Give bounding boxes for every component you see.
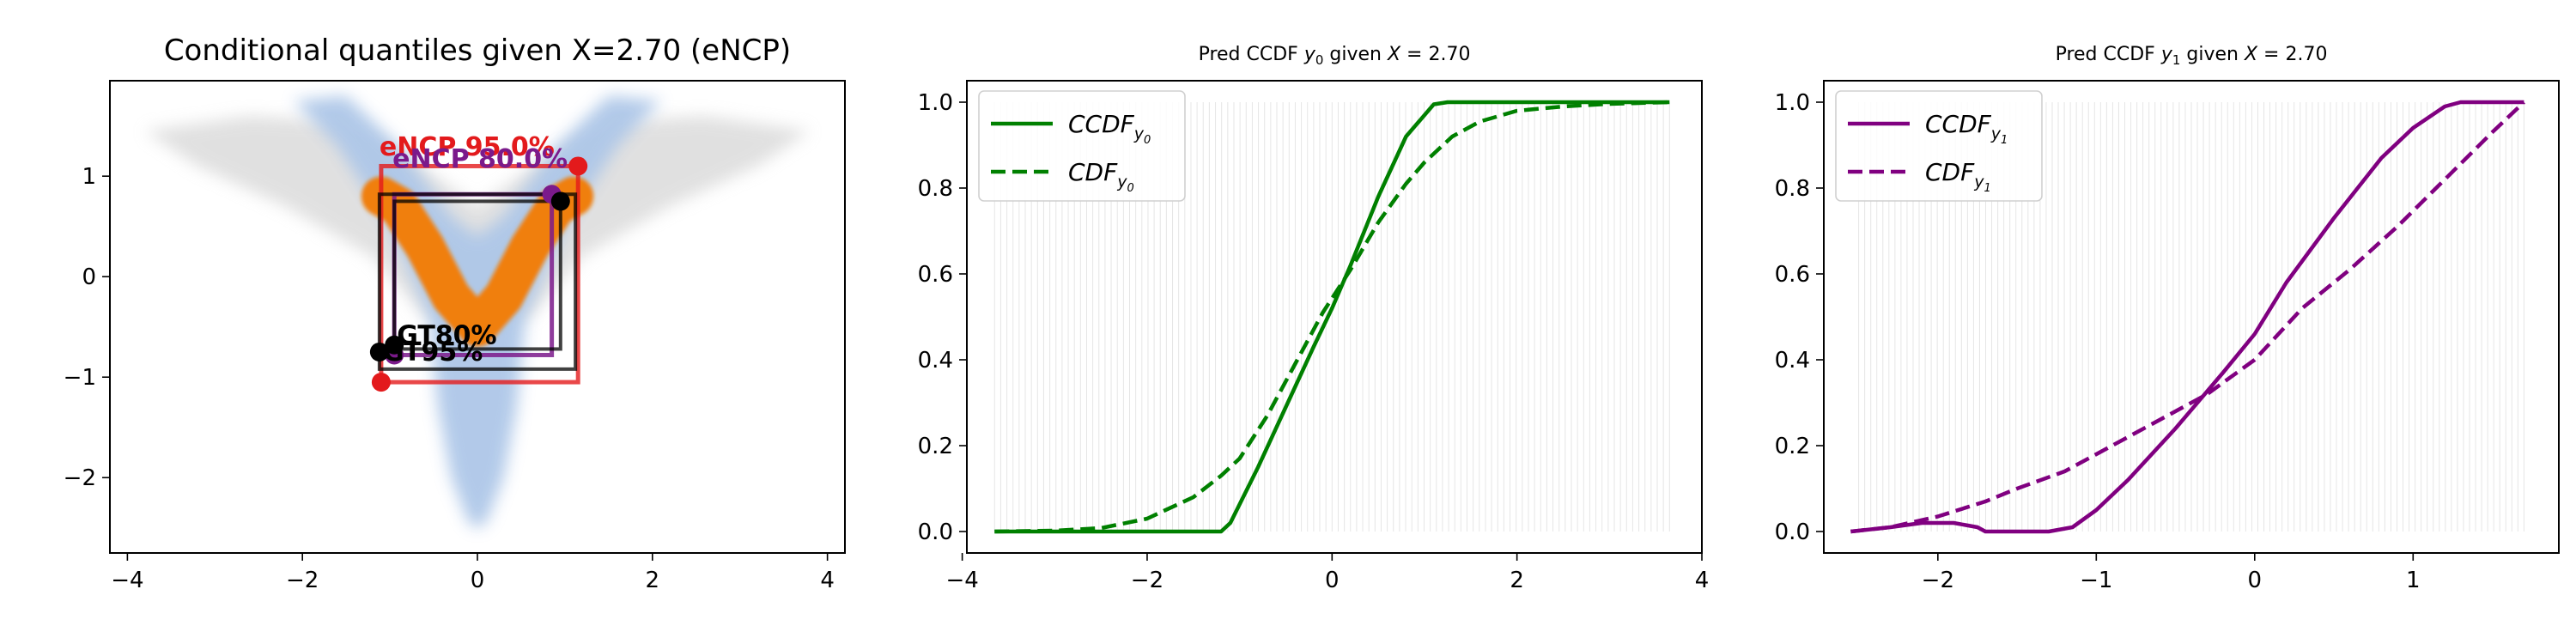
region-labels: eNCP 95.0%eNCP 80.0% GT95%GT80% — [380, 132, 568, 368]
quantile-region — [377, 192, 578, 371]
region-corner-point — [385, 335, 404, 355]
x-tick-label: −4 — [111, 568, 143, 593]
conditional-samples — [361, 176, 594, 347]
scatter-panel: −4 −2 0 2 4 −2 −1 0 1 Conditional quantiles give… — [64, 33, 846, 593]
y-tick-label: 0.2 — [1775, 434, 1810, 459]
x-tick-label: −2 — [1131, 568, 1163, 593]
ccdf-y1-panel: −2 −1 0 1 0.0 0.2 0.4 0.6 0.8 1.0 Pred CCDF y1 gi… — [1775, 44, 2560, 593]
chart-title: Pred CCDF y1 given X = 2.70 — [2056, 44, 2328, 68]
legend-box — [1835, 90, 2043, 202]
region-label-encp80: eNCP 80.0% — [392, 144, 568, 174]
ccdf-y0-panel: −4 −2 0 2 4 0.0 0.2 0.4 0.6 0.8 1.0 Pred CCDF y0 g… — [918, 44, 1710, 593]
vertical-grid-lines — [993, 102, 1670, 532]
y-tick-label: −1 — [64, 365, 96, 391]
y-tick-label: 0.0 — [1775, 519, 1810, 545]
y-tick-label: 0.6 — [918, 262, 953, 288]
legend: CCDFy0 CDFy0 — [978, 90, 1186, 202]
series-line-ccdf-y0 — [994, 100, 1670, 534]
region-corner-point — [371, 373, 391, 392]
region-corner-point — [568, 156, 588, 176]
series-line-cdf-y0 — [994, 100, 1670, 534]
x-tick-label: −2 — [1922, 568, 1954, 593]
region-label-encp95: eNCP 95.0% — [380, 132, 555, 162]
legend-label: CDFy0 — [1068, 158, 1134, 195]
y-tick-label: 0 — [82, 264, 96, 290]
grey-cloud — [144, 115, 811, 332]
x-tick-label: −4 — [945, 568, 978, 593]
series-line-ccdf-y1 — [1850, 100, 2524, 534]
x-tick-label: 2 — [646, 568, 660, 593]
legend: CCDFy1 CDFy1 — [1835, 90, 2043, 202]
y-tick-label: 0.4 — [1775, 348, 1810, 374]
y-tick-label: 0.8 — [918, 176, 953, 202]
axes-frame — [1823, 80, 2560, 554]
region-label-gt95: GT95% — [383, 337, 483, 368]
y-tick-label: 0.8 — [1775, 176, 1810, 202]
x-tick-label: 0 — [471, 568, 485, 593]
quantile-region — [379, 163, 580, 385]
chart-title: Conditional quantiles given X=2.70 (eNCP… — [164, 33, 791, 68]
conditional-curve — [361, 176, 594, 347]
y-tick-label: 1.0 — [918, 90, 953, 116]
chart-title: Pred CCDF y0 given X = 2.70 — [1199, 44, 1471, 68]
axes-frame — [109, 80, 846, 554]
series-line-cdf-y1 — [1850, 100, 2525, 534]
x-tick-label: 0 — [1325, 568, 1340, 593]
y-tick-label: 0.0 — [918, 519, 953, 545]
y-tick-label: 1.0 — [1775, 90, 1810, 116]
y-tick-label: 1 — [82, 164, 96, 190]
x-tick-label: −2 — [286, 568, 319, 593]
legend-box — [978, 90, 1186, 202]
region-label-gt80: GT80% — [397, 321, 496, 351]
conditional-sample-curve — [361, 176, 594, 347]
x-tick-label: 0 — [2248, 568, 2263, 593]
y-tick-label: −2 — [64, 465, 96, 491]
axis-ticks: −2 −1 0 1 0.0 0.2 0.4 0.6 0.8 1.0 — [1775, 90, 2421, 593]
x-tick-label: 2 — [1510, 568, 1524, 593]
axis-ticks: −4 −2 0 2 4 0.0 0.2 0.4 0.6 0.8 1.0 — [918, 90, 1710, 593]
series-lines — [994, 100, 1670, 534]
x-tick-label: 4 — [1695, 568, 1710, 593]
axes-frame — [966, 80, 1703, 554]
quantile-regions — [369, 156, 588, 392]
y-tick-label: 0.4 — [918, 348, 953, 374]
y-tick-label: 0.2 — [918, 434, 953, 459]
legend-label: CCDFy1 — [1925, 110, 2008, 147]
legend-label: CCDFy0 — [1068, 110, 1151, 147]
x-tick-label: −1 — [2080, 568, 2112, 593]
legend-label: CDFy1 — [1925, 158, 1991, 195]
series-lines — [1850, 100, 2525, 534]
region-corner-point — [369, 342, 389, 361]
x-tick-label: 4 — [820, 568, 835, 593]
grey-cloud-shape — [144, 115, 811, 332]
region-corner-point — [550, 191, 570, 211]
axis-ticks: −4 −2 0 2 4 −2 −1 0 1 — [64, 164, 835, 593]
quantile-region — [392, 199, 562, 351]
y-tick-label: 0.6 — [1775, 262, 1810, 288]
x-tick-label: 1 — [2406, 568, 2421, 593]
